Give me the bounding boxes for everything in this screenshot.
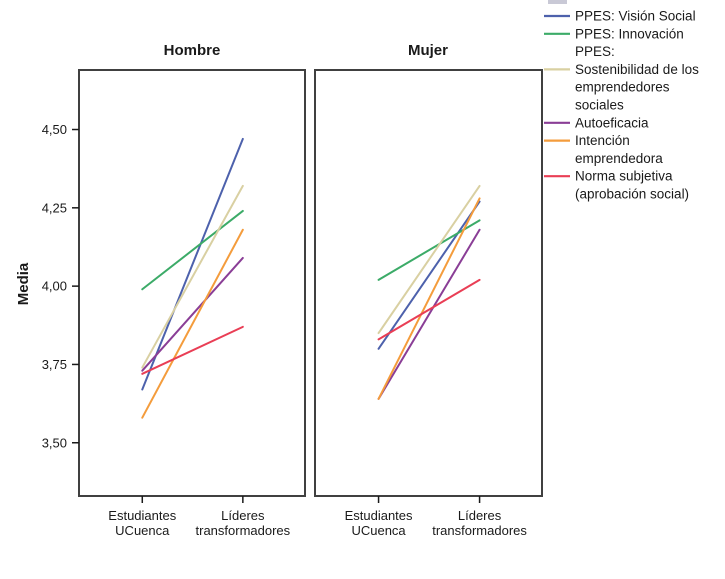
x-tick-label: UCuenca — [115, 523, 170, 538]
y-axis-label: Media — [15, 262, 32, 305]
legend-item-label: sociales — [575, 98, 624, 113]
x-tick-label: transformadores — [196, 523, 291, 538]
legend-item-label: emprendedores — [575, 80, 670, 95]
series-line — [377, 228, 481, 400]
series-lines — [141, 137, 481, 419]
legend: PPES: Visión Social PPES: Innovación PPES:… — [544, 9, 699, 202]
x-tick-label: transformadores — [432, 523, 527, 538]
x-axis-ticks: EstudiantesUCuencaLíderestransformadores… — [108, 496, 527, 538]
x-tick-label: Estudiantes — [108, 508, 176, 523]
cropped-element-artifact — [548, 0, 567, 4]
y-tick-label: 4,25 — [42, 200, 67, 215]
legend-item-label: Norma subjetiva — [575, 169, 673, 184]
panel-frame-mujer — [314, 69, 543, 497]
series-line — [141, 209, 244, 291]
series-line — [141, 228, 244, 419]
series-line — [141, 137, 244, 391]
panel-title-mujer: Mujer — [408, 42, 448, 59]
x-tick-label: Líderes — [221, 508, 265, 523]
series-line — [377, 200, 481, 350]
legend-item-label: Intención — [575, 133, 630, 148]
legend-item-label: Autoeficacia — [575, 115, 649, 130]
legend-item-label: emprendedora — [575, 151, 663, 166]
series-line — [141, 325, 244, 375]
y-tick-label: 4,50 — [42, 122, 67, 137]
series-line — [377, 184, 481, 335]
legend-item-label: Sostenibilidad de los — [575, 62, 699, 77]
y-tick-label: 3,75 — [42, 357, 67, 372]
x-tick-label: Estudiantes — [345, 508, 413, 523]
legend-item-label: (aprobación social) — [575, 187, 689, 202]
y-axis-ticks: 4,50 4,25 4,00 3,75 3,50 — [42, 122, 79, 450]
legend-item-label: PPES: Innovación — [575, 26, 684, 41]
y-tick-label: 4,00 — [42, 279, 67, 294]
legend-item-label: PPES: Visión Social — [575, 9, 696, 24]
y-tick-label: 3,50 — [42, 435, 67, 450]
series-line — [377, 278, 481, 341]
panel-frame-hombre — [78, 69, 306, 497]
series-line — [141, 184, 244, 369]
legend-item-label: PPES: — [575, 44, 615, 59]
x-tick-label: UCuenca — [351, 523, 406, 538]
x-tick-label: Líderes — [458, 508, 502, 523]
series-line — [377, 197, 481, 400]
panel-title-hombre: Hombre — [164, 42, 221, 59]
series-line — [141, 256, 244, 372]
